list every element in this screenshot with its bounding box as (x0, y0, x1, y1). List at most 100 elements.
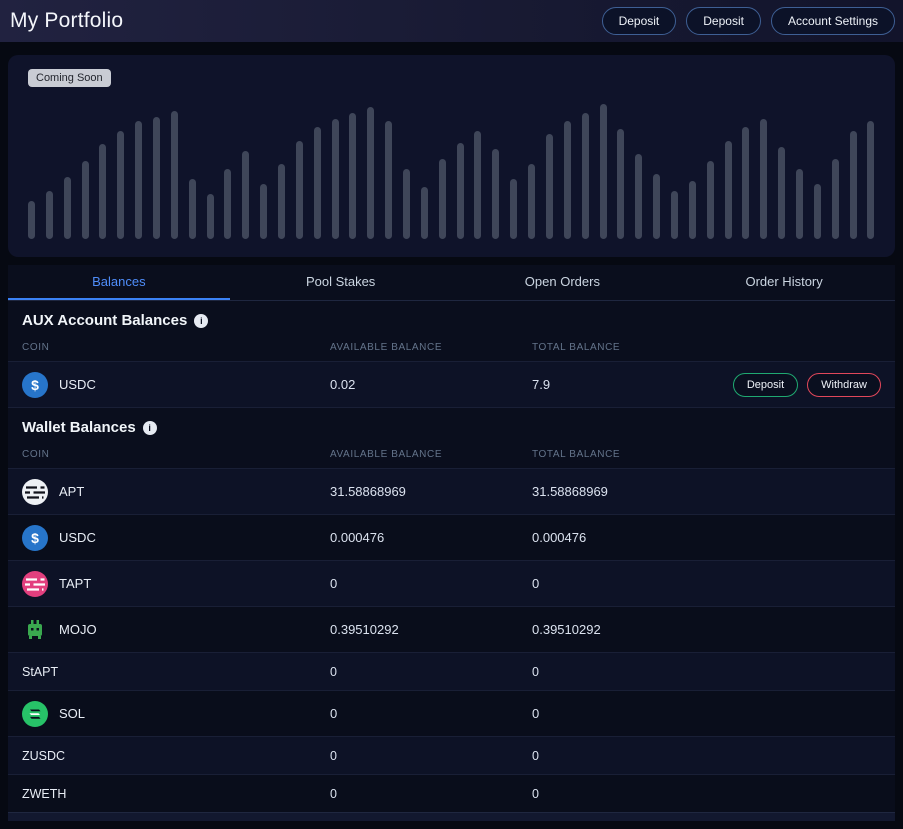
chart-bar (653, 174, 661, 239)
total-balance: 31.58868969 (532, 484, 608, 499)
total-balance: 0 (532, 706, 540, 721)
available-balance: 0 (330, 786, 337, 801)
chart-bar (331, 119, 339, 239)
total-balance: 0 (532, 576, 540, 591)
table-row-zusdc: ZUSDC 0 0 (8, 736, 895, 774)
chart-bar (581, 113, 589, 239)
coin-cell: ZWETH (22, 787, 330, 801)
balances-panel: Balances Pool Stakes Open Orders Order H… (8, 265, 895, 821)
chart-bar (849, 131, 857, 239)
table-row-sol: SOL 0 0 (8, 690, 895, 736)
wallet-section-header: Wallet Balances i (8, 407, 895, 445)
chart-bar (510, 179, 518, 239)
chart-bar (295, 141, 303, 239)
wallet-columns-header: COIN AVAILABLE BALANCE TOTAL BALANCE (8, 445, 895, 468)
coin-cell: SOL (22, 700, 330, 727)
chart-bar (81, 161, 89, 239)
table-row-tapt: TAPT 0 0 (8, 560, 895, 606)
coin-name: TAPT (59, 576, 92, 591)
chart-bar (545, 134, 553, 239)
account-settings-button[interactable]: Account Settings (770, 7, 895, 35)
available-balance: 0.39510292 (330, 622, 399, 637)
page-title: My Portfolio (10, 9, 124, 32)
chart-bar (420, 187, 428, 239)
chart-bar (438, 159, 446, 239)
chart-bar (813, 184, 821, 239)
chart-bar (831, 159, 839, 239)
info-icon[interactable]: i (142, 420, 157, 435)
row-deposit-button[interactable]: Deposit (732, 372, 799, 397)
mojo-icon (22, 617, 48, 643)
coin-cell: TAPT (22, 570, 330, 597)
chart-bar (206, 194, 214, 239)
chart-bar (795, 169, 803, 239)
row-actions: Deposit Withdraw (732, 372, 881, 397)
coin-name: MOJO (59, 622, 97, 637)
coin-cell: MOJO (22, 617, 330, 643)
chart-bar (367, 107, 375, 239)
chart-bar (170, 111, 178, 239)
table-row-aux-usdc: $ USDC 0.02 7.9 Deposit Withdraw (8, 361, 895, 407)
chart-bar (867, 121, 875, 239)
top-header: My Portfolio Deposit Deposit Account Set… (0, 0, 903, 42)
total-balance: 0 (532, 664, 539, 679)
coin-name: USDC (59, 377, 96, 392)
deposit-button-2[interactable]: Deposit (686, 7, 761, 35)
col-coin: COIN (22, 449, 50, 460)
wallet-section-title: Wallet Balances (22, 419, 136, 436)
info-icon[interactable]: i (194, 313, 209, 328)
tab-open-orders[interactable]: Open Orders (524, 274, 600, 289)
table-row-mojo: MOJO 0.39510292 0.39510292 (8, 606, 895, 652)
chart-bar (403, 169, 411, 239)
chart-bar (260, 184, 268, 239)
chart-bar (278, 164, 286, 239)
col-total: TOTAL BALANCE (532, 449, 621, 460)
chart-bar (635, 154, 643, 239)
table-row-stapt: StAPT 0 0 (8, 652, 895, 690)
table-row-zweth: ZWETH 0 0 (8, 774, 895, 812)
col-coin: COIN (22, 342, 50, 353)
apt-icon (22, 478, 48, 505)
available-balance: 0 (330, 748, 337, 763)
total-balance: 7.9 (532, 377, 551, 392)
partial-next-row (8, 812, 895, 821)
total-balance: 0.39510292 (532, 622, 601, 637)
aux-columns-header: COIN AVAILABLE BALANCE TOTAL BALANCE (8, 338, 895, 361)
chart-bar (688, 181, 696, 239)
chart-bar (28, 201, 35, 239)
tab-balances[interactable]: Balances (8, 265, 230, 300)
chart-bars (28, 99, 875, 239)
available-balance: 0 (330, 664, 337, 679)
total-balance: 0 (532, 748, 539, 763)
aux-section-title: AUX Account Balances (22, 312, 188, 329)
chart-bar (706, 161, 714, 239)
deposit-button-1[interactable]: Deposit (601, 7, 677, 35)
col-total: TOTAL BALANCE (532, 342, 621, 353)
chart-bar (188, 179, 196, 239)
row-withdraw-button[interactable]: Withdraw (807, 372, 881, 397)
col-available: AVAILABLE BALANCE (330, 342, 443, 353)
chart-bar (617, 129, 625, 239)
header-actions: Deposit Deposit Account Settings (601, 7, 895, 35)
available-balance: 0.000476 (330, 530, 385, 545)
chart-bar (563, 121, 571, 239)
coming-soon-badge: Coming Soon (28, 69, 111, 87)
coin-cell: APT (22, 478, 330, 505)
tab-pool-stakes[interactable]: Pool Stakes (305, 274, 376, 289)
chart-bar (528, 164, 536, 239)
tapt-icon (22, 570, 48, 597)
available-balance: 0 (330, 576, 338, 591)
chart-bar (670, 191, 678, 239)
chart-bar (492, 149, 500, 239)
portfolio-chart-card: Coming Soon (8, 55, 895, 257)
chart-bar (135, 121, 143, 239)
usdc-icon: $ (22, 524, 48, 551)
coin-name: ZWETH (22, 786, 67, 801)
coin-name: StAPT (22, 664, 59, 679)
chart-bar (63, 177, 71, 239)
table-row-usdc: $ USDC 0.000476 0.000476 (8, 514, 895, 560)
coin-name: SOL (59, 706, 86, 721)
tab-order-history[interactable]: Order History (745, 274, 823, 289)
coin-name: USDC (59, 530, 96, 545)
chart-bar (117, 131, 125, 239)
